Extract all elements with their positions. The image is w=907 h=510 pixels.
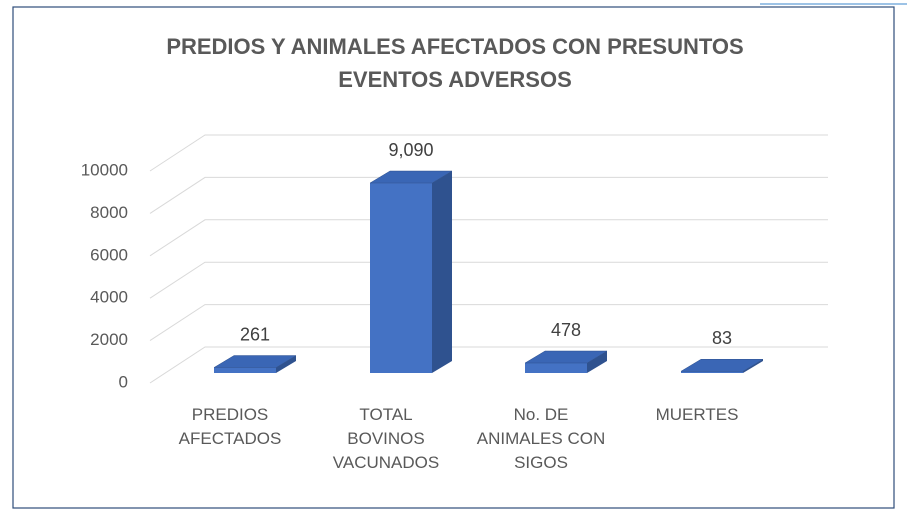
y-tick-label: 2000 xyxy=(90,330,128,349)
bar-side xyxy=(743,359,763,373)
bar-side xyxy=(587,351,607,373)
value-label: 83 xyxy=(712,328,732,348)
bar xyxy=(681,371,743,373)
y-tick-label: 10000 xyxy=(81,160,128,179)
x-tick-label: MUERTES xyxy=(655,405,739,424)
grid-line xyxy=(149,176,828,214)
bar xyxy=(370,183,432,373)
chart-title: PREDIOS Y ANIMALES AFECTADOS CON PRESUNT… xyxy=(166,34,744,92)
bar xyxy=(214,367,276,373)
y-tick-label: 0 xyxy=(119,372,128,391)
bar-top xyxy=(680,359,764,372)
x-tick-label: No. DE ANIMALES CON SIGOS xyxy=(476,405,606,472)
y-tick-label: 6000 xyxy=(90,245,128,264)
value-label: 9,090 xyxy=(388,140,433,160)
grid-line xyxy=(149,261,828,299)
y-tick-label: 4000 xyxy=(90,288,128,307)
x-tick-label: TOTAL BOVINOS VACUNADOS xyxy=(332,405,440,472)
grid-line xyxy=(149,304,828,342)
grid-line xyxy=(149,134,828,172)
y-tick-label: 8000 xyxy=(90,203,128,222)
bar-top xyxy=(213,355,297,368)
value-label: 478 xyxy=(551,320,581,340)
x-tick-label: PREDIOS AFECTADOS xyxy=(178,405,282,448)
chart-border xyxy=(12,6,895,509)
value-label: 261 xyxy=(240,324,270,344)
grid-line xyxy=(149,219,828,257)
bar-side xyxy=(432,171,452,373)
bar-top xyxy=(524,350,608,364)
grid-line xyxy=(149,346,828,384)
bar xyxy=(525,363,587,373)
bar-top xyxy=(369,170,453,184)
bar-side xyxy=(276,355,296,373)
